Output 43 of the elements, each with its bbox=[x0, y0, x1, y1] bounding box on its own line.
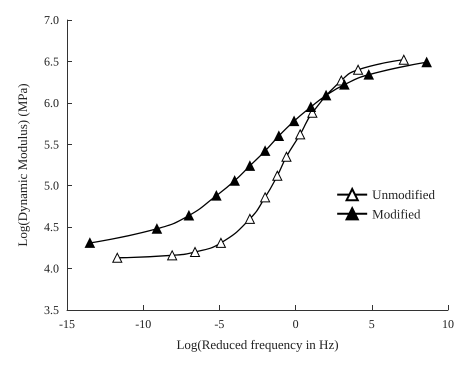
x-axis-title: Log(Reduced frequency in Hz) bbox=[176, 337, 339, 352]
point bbox=[152, 224, 162, 234]
point bbox=[230, 176, 240, 186]
point bbox=[398, 54, 409, 65]
point bbox=[306, 102, 316, 112]
point bbox=[190, 247, 200, 257]
point bbox=[272, 170, 282, 181]
point bbox=[364, 70, 374, 80]
point bbox=[289, 116, 300, 126]
point bbox=[274, 131, 284, 141]
point bbox=[339, 80, 350, 90]
legend-label: Modified bbox=[372, 206, 422, 222]
point bbox=[260, 192, 270, 202]
y-tick-label: 5.0 bbox=[44, 178, 59, 193]
y-tick-label: 6.0 bbox=[44, 96, 59, 110]
x-tick-label: 5 bbox=[368, 317, 375, 331]
y-tick-label: 7.0 bbox=[44, 13, 59, 27]
point bbox=[112, 252, 122, 263]
point bbox=[184, 210, 194, 221]
x-tick-label: -15 bbox=[59, 317, 75, 331]
point bbox=[216, 238, 226, 248]
point bbox=[244, 214, 255, 224]
y-axis-title: Log(Dynamic Modulus) (MPa) bbox=[15, 83, 30, 247]
x-tick-label: 10 bbox=[442, 317, 454, 331]
point bbox=[422, 57, 432, 68]
y-tick-label: 3.5 bbox=[44, 303, 59, 317]
x-tick-label: -5 bbox=[214, 317, 224, 331]
x-tick-label: 0 bbox=[292, 317, 299, 331]
legend-label: Unmodified bbox=[372, 187, 436, 202]
point bbox=[211, 190, 222, 201]
point bbox=[281, 152, 292, 162]
point bbox=[321, 90, 332, 100]
x-tick-label: -10 bbox=[135, 317, 152, 331]
y-tick-label: 4.5 bbox=[44, 220, 59, 234]
point bbox=[353, 64, 364, 75]
point bbox=[84, 238, 95, 248]
point bbox=[295, 129, 306, 140]
y-tick-label: 5.5 bbox=[44, 137, 59, 152]
point bbox=[260, 146, 270, 156]
point bbox=[244, 160, 255, 171]
point bbox=[167, 250, 178, 260]
y-tick-label: 4.0 bbox=[44, 262, 59, 276]
y-tick-label: 6.5 bbox=[44, 54, 59, 68]
